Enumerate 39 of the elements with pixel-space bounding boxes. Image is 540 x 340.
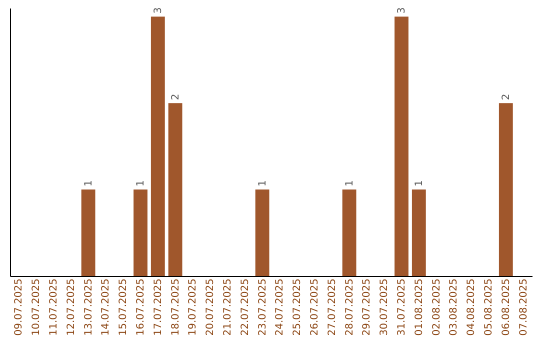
data-label: 2: [170, 94, 182, 100]
x-tick-label: 01.08.2025: [414, 278, 425, 336]
data-label: 1: [136, 180, 146, 187]
x-tick-label: 19.07.2025: [188, 278, 199, 336]
x-tick-label: 07.08.2025: [518, 278, 530, 336]
x-tick-label: 28.07.2025: [344, 278, 356, 336]
x-tick-label: 02.08.2025: [431, 278, 442, 336]
data-label: 1: [257, 180, 268, 187]
x-tick-label: 24.07.2025: [274, 278, 286, 336]
x-tick-label: 10.07.2025: [31, 278, 42, 336]
x-tick-label: 30.07.2025: [379, 278, 390, 336]
x-tick-label: 16.07.2025: [136, 278, 146, 336]
x-tick-label: 18.07.2025: [170, 278, 182, 336]
x-tick-label: 20.07.2025: [205, 278, 216, 336]
x-tick-label: 06.08.2025: [500, 278, 512, 336]
x-tick-label: 29.07.2025: [362, 278, 373, 336]
x-tick-label: 25.07.2025: [292, 278, 304, 336]
data-label: 1: [414, 180, 425, 187]
x-tick-label: 31.07.2025: [396, 278, 408, 336]
x-tick-label: 23.07.2025: [257, 278, 268, 336]
x-tick-label: 27.07.2025: [326, 278, 338, 336]
x-tick-label: 13.07.2025: [83, 278, 94, 336]
data-label: 1: [344, 180, 356, 187]
x-tick-label: 03.08.2025: [448, 278, 460, 336]
data-label: 2: [500, 94, 512, 100]
x-tick-label: 12.07.2025: [66, 278, 77, 336]
x-tick-label: 11.07.2025: [48, 278, 60, 336]
x-tick-label: 09.07.2025: [14, 278, 25, 336]
x-tick-label: 17.07.2025: [152, 278, 164, 336]
x-tick-label: 05.08.2025: [484, 278, 494, 336]
x-tick-label: 14.07.2025: [100, 278, 112, 336]
data-label: 3: [152, 7, 164, 14]
x-tick-label: 15.07.2025: [118, 278, 130, 336]
data-label: 3: [396, 7, 408, 14]
x-tick-label: 26.07.2025: [310, 278, 320, 336]
x-tick-label: 21.07.2025: [222, 278, 234, 336]
x-tick-label: 04.08.2025: [466, 278, 478, 336]
x-tick-label: 22.07.2025: [240, 278, 251, 336]
data-label: 1: [83, 180, 94, 187]
